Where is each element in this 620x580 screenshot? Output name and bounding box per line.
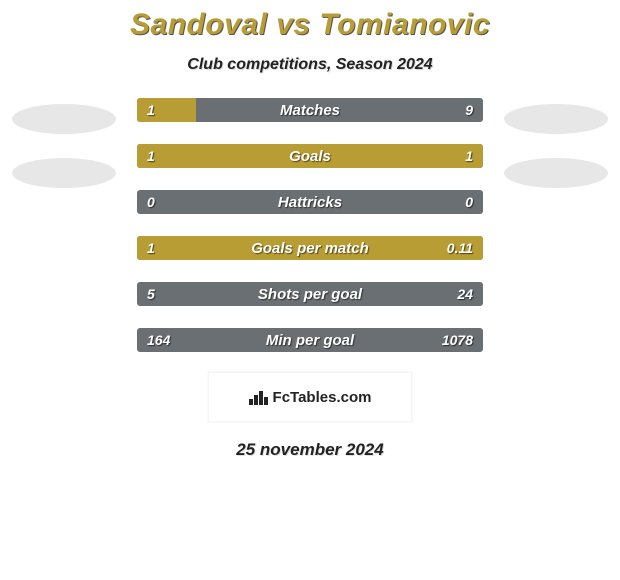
stat-bar: 19Matches — [137, 98, 483, 122]
stat-bar: 10.11Goals per match — [137, 236, 483, 260]
logo-text: FcTables.com — [273, 389, 372, 406]
page-subtitle: Club competitions, Season 2024 — [0, 56, 620, 74]
bar-chart-icon — [249, 389, 267, 405]
logo-box: FcTables.com — [208, 372, 412, 422]
right-player-col — [501, 98, 611, 188]
stat-label: Shots per goal — [137, 282, 483, 306]
stat-label: Matches — [137, 98, 483, 122]
left-flag-placeholder — [12, 104, 116, 134]
snapshot-date: 25 november 2024 — [0, 440, 620, 460]
stat-label: Goals — [137, 144, 483, 168]
stat-label: Min per goal — [137, 328, 483, 352]
stat-label: Goals per match — [137, 236, 483, 260]
content-row: 19Matches 11Goals 00Hattricks 10.11Goals pe… — [0, 98, 620, 352]
stat-bar: 524Shots per goal — [137, 282, 483, 306]
right-club-placeholder — [504, 158, 608, 188]
page-title: Sandoval vs Tomianovic — [0, 8, 620, 42]
left-player-col — [9, 98, 119, 188]
right-flag-placeholder — [504, 104, 608, 134]
left-club-placeholder — [12, 158, 116, 188]
stat-bar: 1641078Min per goal — [137, 328, 483, 352]
stats-bars: 19Matches 11Goals 00Hattricks 10.11Goals pe… — [137, 98, 483, 352]
comparison-card: Sandoval vs Tomianovic Club competitions… — [0, 0, 620, 460]
stat-bar: 00Hattricks — [137, 190, 483, 214]
stat-bar: 11Goals — [137, 144, 483, 168]
stat-label: Hattricks — [137, 190, 483, 214]
